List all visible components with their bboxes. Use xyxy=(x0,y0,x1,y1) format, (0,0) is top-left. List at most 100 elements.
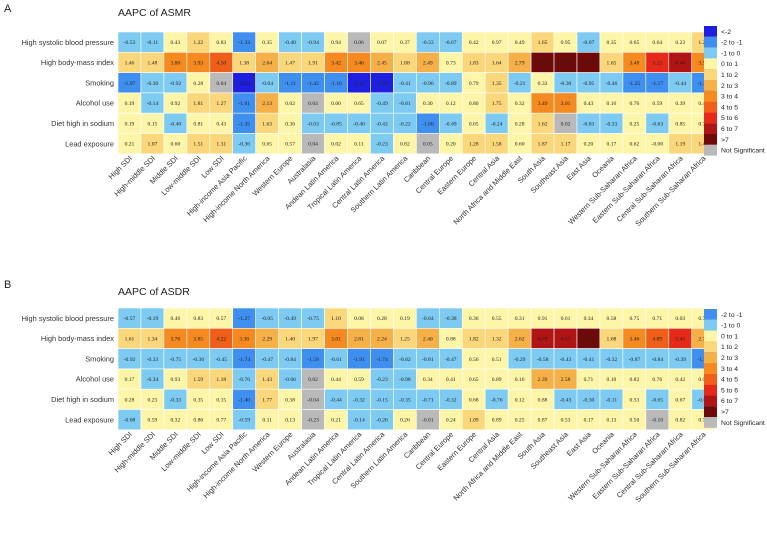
cell-value: 1.65 xyxy=(538,40,548,46)
legend-label: Not Significant xyxy=(721,420,765,427)
cell-value: 3.80 xyxy=(170,60,180,66)
cell-value: 0.02 xyxy=(561,121,571,127)
legend-swatch xyxy=(704,341,717,353)
cell-value: 2.24 xyxy=(377,336,387,342)
cell-value: -1.40 xyxy=(238,397,250,403)
cell-value: -0.23 xyxy=(376,142,388,148)
cell-value: 0.23 xyxy=(675,40,685,46)
cell-value: 0.82 xyxy=(629,377,639,383)
cell-value: 0.20 xyxy=(446,142,456,148)
cell-value: 2.62 xyxy=(515,336,525,342)
cell-value: 0.73 xyxy=(446,60,456,66)
cell-value: 3.93 xyxy=(193,60,203,66)
cell-value: 0.60 xyxy=(170,142,180,148)
row-label: Smoking xyxy=(85,78,114,87)
cell-value: 1.75 xyxy=(492,101,502,107)
legend-swatch xyxy=(704,144,717,156)
cell-value: -0.49 xyxy=(376,101,388,107)
cell-value: 0.00 xyxy=(331,101,341,107)
cell-value: -0.49 xyxy=(284,316,296,322)
legend-swatch xyxy=(704,309,717,320)
cell-value: 1.61 xyxy=(125,336,135,342)
legend-swatch xyxy=(704,406,717,417)
cell-value: 0.36 xyxy=(285,121,295,127)
cell-value: -0.34 xyxy=(147,377,159,383)
cell-value: 0.04 xyxy=(216,81,226,87)
cell-value: -0.40 xyxy=(353,121,365,127)
cell-value: -0.36 xyxy=(192,357,204,363)
cell-value: 0.74 xyxy=(698,418,708,424)
legend-label: 0 to 1 xyxy=(721,61,738,68)
row-label: High systolic blood pressure xyxy=(22,38,114,47)
cell-value: 0.10 xyxy=(607,377,617,383)
cell-value: -0.36 xyxy=(238,142,250,148)
cell-value: -0.05 xyxy=(261,316,273,322)
cell-value: 1.07 xyxy=(148,142,158,148)
cell-value: -0.08 xyxy=(124,418,136,424)
legend-label: 3 to 4 xyxy=(721,366,738,373)
cell-value: -0.61 xyxy=(330,357,342,363)
cell-value: -1.11 xyxy=(284,81,296,87)
cell-value: -0.41 xyxy=(583,357,595,363)
cell-value: -0.04 xyxy=(307,397,319,403)
cell-value: 0.35 xyxy=(193,397,203,403)
panel-title: AAPC of ASMR xyxy=(118,7,191,19)
cell-value: 0.46 xyxy=(170,316,180,322)
cell-value: 0.42 xyxy=(675,377,685,383)
legend-label: -2 to -1 xyxy=(721,312,743,319)
cell-value: -0.47 xyxy=(261,357,273,363)
legend-swatch xyxy=(704,352,717,363)
cell-value: 0.04 xyxy=(308,101,318,107)
legend-label: -1 to 0 xyxy=(721,323,740,330)
cell-value: 0.02 xyxy=(308,377,318,383)
cell-value: 7.26 xyxy=(561,60,571,66)
cell-value: -0.92 xyxy=(124,357,136,363)
legend-swatch xyxy=(704,112,717,124)
cell-value: 3.01 xyxy=(561,101,571,107)
cell-value: 5.43 xyxy=(675,336,685,342)
cell-value: 1.97 xyxy=(308,336,318,342)
cell-value: -0.11 xyxy=(147,40,159,46)
cell-value: 0.25 xyxy=(515,418,525,424)
cell-value: -0.65 xyxy=(651,397,663,403)
cell-value: 0.65 xyxy=(469,121,479,127)
cell-value: 1.87 xyxy=(538,142,548,148)
cell-value: -0.75 xyxy=(170,357,182,363)
cell-value: 4.89 xyxy=(652,336,662,342)
legend-label: Not Significant xyxy=(721,148,765,155)
cell-value: 1.65 xyxy=(607,60,617,66)
cell-value: -2.59 xyxy=(238,81,250,87)
cell-value: -0.39 xyxy=(674,357,686,363)
cell-value: 0.75 xyxy=(629,316,639,322)
cell-value: -0.32 xyxy=(353,397,365,403)
cell-value: 2.64 xyxy=(262,60,272,66)
cell-value: 0.55 xyxy=(492,316,502,322)
heatmap-panel-B: B AAPC of ASDR -0.57 -0.19 0.46 0.83 0.57 -1.27… xyxy=(4,279,765,504)
cell-value: -0.87 xyxy=(629,357,641,363)
cell-value: -0.66 xyxy=(284,377,296,383)
cell-value: 0.64 xyxy=(652,40,662,46)
legend-label: >7 xyxy=(721,137,729,144)
cell-value: 0.65 xyxy=(262,142,272,148)
cell-value: -0.63 xyxy=(651,121,663,127)
cell-value: 0.44 xyxy=(331,377,341,383)
cell-value: -0.10 xyxy=(651,418,663,424)
cell-value: 0.76 xyxy=(629,101,639,107)
cell-value: -0.82 xyxy=(399,357,411,363)
cell-value: -0.33 xyxy=(422,40,434,46)
cell-value: -1.74 xyxy=(376,357,388,363)
cell-value: -0.14 xyxy=(353,418,365,424)
cell-value: 1.48 xyxy=(698,142,708,148)
cell-value: 0.07 xyxy=(377,40,387,46)
cell-value: -0.38 xyxy=(445,316,457,322)
cell-value: 0.41 xyxy=(446,377,456,383)
cell-value: -1.58 xyxy=(307,357,319,363)
legend-label: -2 to -1 xyxy=(721,40,743,47)
cell-value: 0.19 xyxy=(125,101,135,107)
cell-value: 0.93 xyxy=(170,377,180,383)
legend-label: 3 to 4 xyxy=(721,94,738,101)
cell-value: 0.82 xyxy=(400,142,410,148)
cell-value: 0.82 xyxy=(675,418,685,424)
cell-value: -0.04 xyxy=(422,316,434,322)
cell-value: 2.58 xyxy=(561,377,571,383)
